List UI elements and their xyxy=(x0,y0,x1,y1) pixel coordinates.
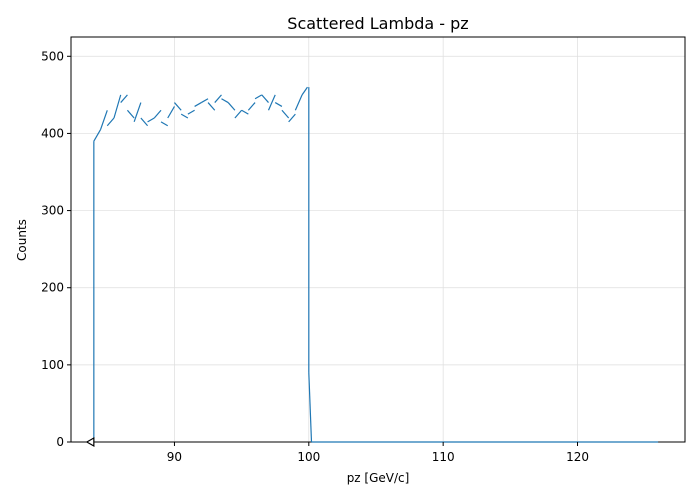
plateau-segment-0 xyxy=(93,129,102,142)
plateau-segment-6 xyxy=(133,102,142,123)
plateau-segment-18 xyxy=(214,94,222,103)
plateau-segment-16 xyxy=(201,98,209,104)
y-tick-label-2: 200 xyxy=(41,281,64,295)
chart-title: Scattered Lambda - pz xyxy=(287,14,468,33)
underflow-marker xyxy=(85,436,95,448)
plateau-segment-21 xyxy=(234,109,243,119)
plateau-segment-13 xyxy=(180,113,189,119)
x-tick-label-3: 120 xyxy=(566,450,589,464)
x-axis-label: pz [GeV/c] xyxy=(347,471,410,485)
plateau-segment-30 xyxy=(294,94,303,111)
plateau-segment-25 xyxy=(261,94,269,103)
histogram-data xyxy=(85,86,659,448)
plateau-segment-19 xyxy=(221,98,229,104)
plateau-segment-28 xyxy=(281,109,290,119)
x-tick-label-1: 100 xyxy=(297,450,320,464)
y-tick-label-5: 500 xyxy=(41,49,64,63)
plateau-segment-4 xyxy=(120,94,128,103)
plateau-segment-22 xyxy=(241,109,249,115)
plateau-segment-23 xyxy=(247,102,256,111)
y-tick-label-3: 300 xyxy=(41,204,64,218)
plateau-segment-1 xyxy=(99,110,108,130)
plateau-segment-20 xyxy=(227,102,236,111)
y-axis-label: Counts xyxy=(15,219,29,261)
y-tick-label-4: 400 xyxy=(41,126,64,140)
plateau-segment-24 xyxy=(254,94,263,100)
x-tick-label-0: 90 xyxy=(167,450,182,464)
drop-tail-transition xyxy=(308,372,313,443)
y-tick-label-1: 100 xyxy=(41,358,64,372)
plateau-segment-8 xyxy=(147,117,155,123)
plateau-segment-17 xyxy=(207,102,216,111)
plateau-segment-2 xyxy=(106,117,115,127)
plateau-segment-5 xyxy=(126,109,135,119)
plateau-segment-26 xyxy=(267,94,276,111)
plateau-segment-10 xyxy=(160,121,169,127)
axis-ticks: 90 100 110 120 0 100 200 300 400 500 xyxy=(41,49,589,464)
y-tick-label-0: 0 xyxy=(56,435,64,449)
plateau-segment-27 xyxy=(274,102,283,107)
x-tick-label-2: 110 xyxy=(432,450,455,464)
plateau-segment-14 xyxy=(187,109,195,115)
plateau-segment-29 xyxy=(288,113,296,123)
plateau-segment-15 xyxy=(194,102,202,107)
plateau-segment-3 xyxy=(113,94,122,119)
plateau-segment-12 xyxy=(174,102,182,111)
plateau-segment-9 xyxy=(153,109,162,119)
plateau-segment-11 xyxy=(167,106,175,119)
plateau-segment-7 xyxy=(140,117,149,127)
plateau-segment-31 xyxy=(301,86,308,96)
